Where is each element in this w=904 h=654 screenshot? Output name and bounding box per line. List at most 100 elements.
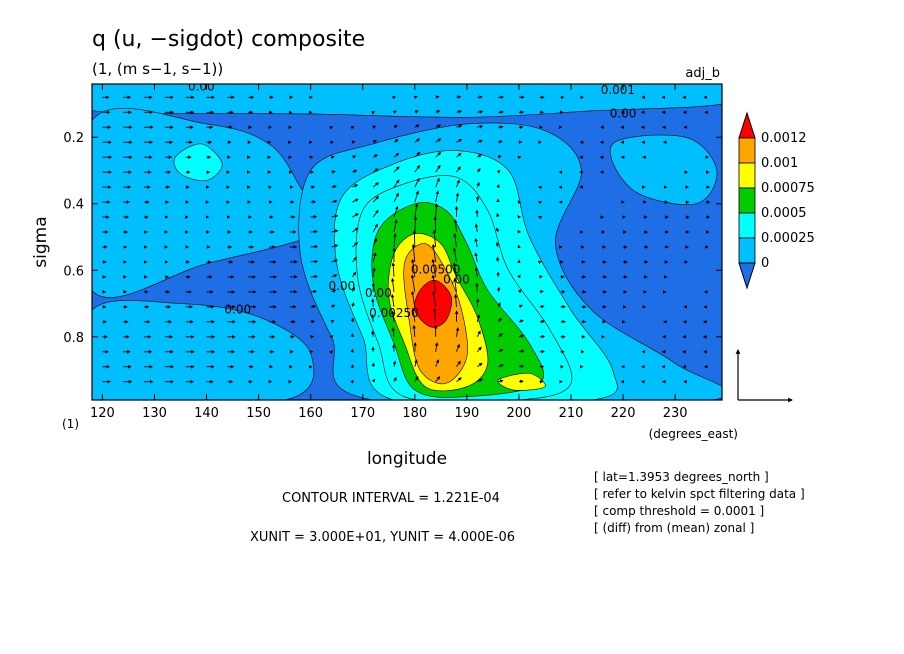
wind-vector <box>414 190 420 203</box>
wind-vector <box>331 244 339 248</box>
wind-vector <box>331 184 337 189</box>
wind-vector <box>517 200 522 205</box>
wind-vector <box>518 349 525 354</box>
wind-vector <box>414 376 419 382</box>
wind-vector <box>474 252 478 263</box>
wind-vector <box>414 164 421 173</box>
plot-frame <box>91 83 723 401</box>
wind-vector <box>456 110 463 114</box>
wind-vector <box>476 330 481 338</box>
wind-vector <box>539 304 545 309</box>
wind-vector <box>456 343 460 352</box>
x-tick-label: 130 <box>142 406 167 421</box>
vector-arrows <box>102 95 711 384</box>
wind-vector <box>331 274 338 278</box>
wind-vector <box>372 125 377 129</box>
wind-vector <box>517 274 521 279</box>
wind-vector <box>456 139 463 143</box>
wind-vector <box>352 198 359 203</box>
wind-vector <box>497 155 502 159</box>
wind-vector <box>477 110 484 114</box>
wind-vector <box>475 298 480 307</box>
wind-vector <box>453 219 458 233</box>
wind-vector <box>453 233 457 248</box>
wind-vector <box>331 229 339 233</box>
wind-vector <box>477 378 483 383</box>
wind-vector <box>476 168 481 173</box>
wind-vector <box>393 377 397 382</box>
colorbar-segment <box>738 162 756 189</box>
wind-vector <box>310 259 319 264</box>
wind-vector <box>352 242 359 248</box>
wind-vector <box>497 302 501 308</box>
wind-vector <box>435 110 441 114</box>
wind-vector <box>452 247 457 263</box>
wind-vector <box>497 333 503 338</box>
wind-vector <box>414 138 421 143</box>
wind-vector <box>496 227 500 233</box>
wind-vector <box>393 152 400 158</box>
wind-vector <box>412 229 417 248</box>
colorbar-segment <box>738 237 756 264</box>
wind-vector <box>372 223 378 233</box>
wind-vector <box>351 140 356 144</box>
notes: [ lat=1.3953 degrees_north ] [ refer to … <box>594 470 805 535</box>
wind-vector <box>372 252 377 263</box>
wind-vector <box>371 330 375 337</box>
wind-vector <box>456 152 462 158</box>
wind-vector <box>412 324 416 337</box>
colorbar-segment <box>738 187 756 214</box>
wind-vector <box>518 319 524 324</box>
wind-vector <box>455 327 460 337</box>
wind-vector <box>393 192 399 203</box>
wind-vector <box>435 124 442 128</box>
contour-label: 0.00500 <box>411 263 461 277</box>
x-tick-label: 180 <box>402 406 427 421</box>
wind-vector <box>352 155 357 159</box>
contour-label: 0.00 <box>365 286 392 300</box>
wind-vector <box>498 140 503 144</box>
wind-vector <box>372 182 379 188</box>
wind-vector <box>371 378 376 383</box>
wind-vector <box>476 314 481 322</box>
wind-vector <box>372 140 378 144</box>
wind-vector <box>517 244 521 249</box>
colorbar-segment <box>738 212 756 239</box>
chart-subtitle: (1, (m s−1, s−1)) <box>92 60 223 78</box>
x-tick-label: 120 <box>90 406 115 421</box>
colorbar-label: 0.001 <box>761 156 798 171</box>
colorbar-segment <box>738 137 756 164</box>
wind-vector <box>477 139 483 144</box>
wind-vector <box>496 184 500 189</box>
wind-vector <box>496 286 501 292</box>
wind-vector <box>310 229 318 234</box>
wind-vector <box>352 256 358 263</box>
wind-vector <box>517 215 521 219</box>
wind-vector <box>495 241 500 248</box>
y-axis-ticks: 0.2 0.4 0.6 0.8 <box>63 131 722 346</box>
colorbar-label: 0 <box>761 256 769 271</box>
colorbar-label: 0.00025 <box>761 231 815 246</box>
note-line: [ refer to kelvin spct filtering data ] <box>594 487 805 501</box>
wind-vector <box>393 125 398 129</box>
wind-vector <box>456 166 461 173</box>
wind-vector <box>310 289 318 294</box>
wind-vector <box>331 259 339 263</box>
wind-vector <box>391 96 396 100</box>
x-tick-label: 230 <box>663 406 688 421</box>
wind-vector <box>477 154 482 158</box>
x-tick-label: 150 <box>246 406 271 421</box>
wind-vector <box>432 290 437 307</box>
wind-vector <box>435 151 442 158</box>
wind-vector <box>350 317 355 322</box>
wind-vector <box>456 360 461 367</box>
wind-vector <box>352 184 359 188</box>
wind-vector <box>474 223 479 233</box>
wind-vector <box>330 319 335 324</box>
wind-vector <box>431 258 437 277</box>
contour-label: 0.00250 <box>369 306 419 320</box>
wind-vector <box>435 95 440 99</box>
wind-vector <box>518 334 525 339</box>
